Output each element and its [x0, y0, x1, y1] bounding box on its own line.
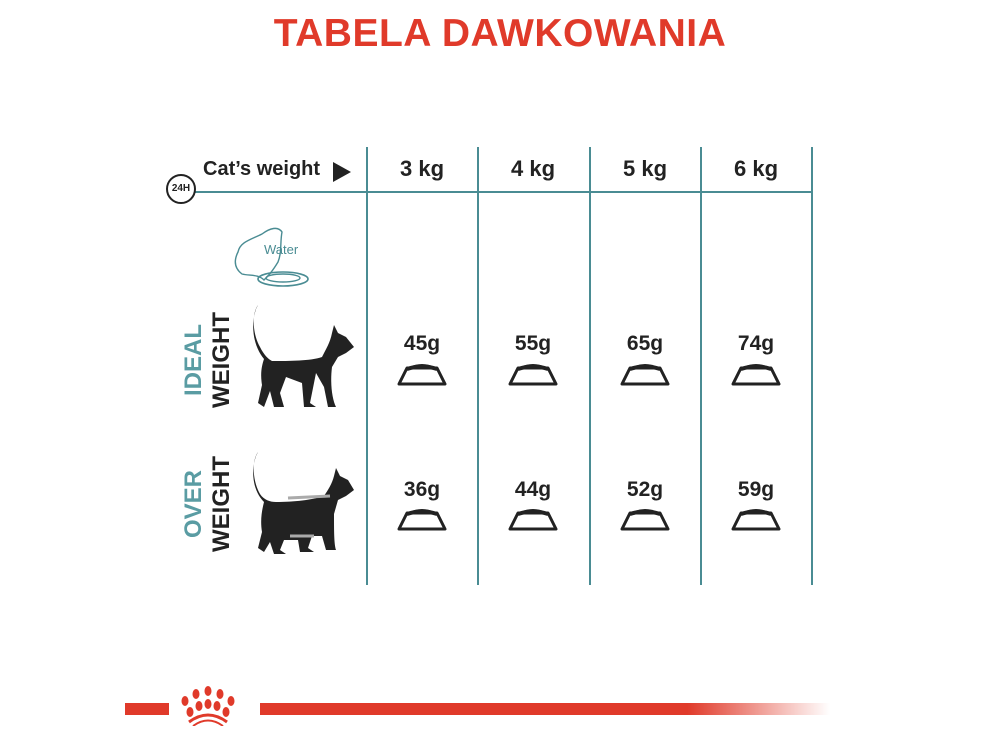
cats-weight-label: Cat’s weight: [203, 158, 321, 180]
portion-value: 36g: [403, 478, 441, 501]
cat-overweight-icon: [253, 452, 354, 554]
cat-ideal-icon: [253, 305, 354, 407]
food-bowl-icon: [701, 505, 811, 538]
column-divider: [366, 147, 368, 585]
arrow-right-icon: [333, 162, 351, 182]
portion-value: 55g: [514, 332, 552, 355]
column-header: 4 kg: [510, 156, 556, 181]
row-label-bottom: WEIGHT: [208, 312, 235, 408]
page-title: TABELA DAWKOWANIA: [273, 12, 727, 55]
food-bowl-icon: [367, 360, 477, 393]
column-divider: [589, 147, 591, 585]
water-bowl-icon: [234, 227, 309, 287]
food-bowl-icon: [478, 360, 588, 393]
portion-value: 45g: [403, 332, 441, 355]
food-bowl-icon: [478, 505, 588, 538]
footer-bar-left: [125, 703, 169, 715]
column-divider: [477, 147, 479, 585]
portion-value: 74g: [737, 332, 775, 355]
column-divider: [811, 147, 813, 585]
footer-bar-right: [260, 703, 830, 715]
column-header: 6 kg: [733, 156, 779, 181]
food-bowl-icon: [590, 360, 700, 393]
row-label-top: IDEAL: [180, 324, 207, 396]
portion-value: 44g: [514, 478, 552, 501]
food-bowl-icon: [367, 505, 477, 538]
royal-canin-crown-logo: [181, 686, 235, 726]
food-bowl-icon: [701, 360, 811, 393]
portion-value: 65g: [626, 332, 664, 355]
portion-value: 52g: [626, 478, 664, 501]
column-header: 3 kg: [399, 156, 445, 181]
row-label-top: OVER: [180, 470, 207, 539]
column-header: 5 kg: [622, 156, 668, 181]
food-bowl-icon: [590, 505, 700, 538]
column-divider: [700, 147, 702, 585]
row-label-bottom: WEIGHT: [208, 456, 235, 552]
header-divider: [175, 191, 813, 193]
water-label: Water: [264, 242, 299, 257]
clock-24h-icon: 24H: [166, 174, 196, 204]
portion-value: 59g: [737, 478, 775, 501]
